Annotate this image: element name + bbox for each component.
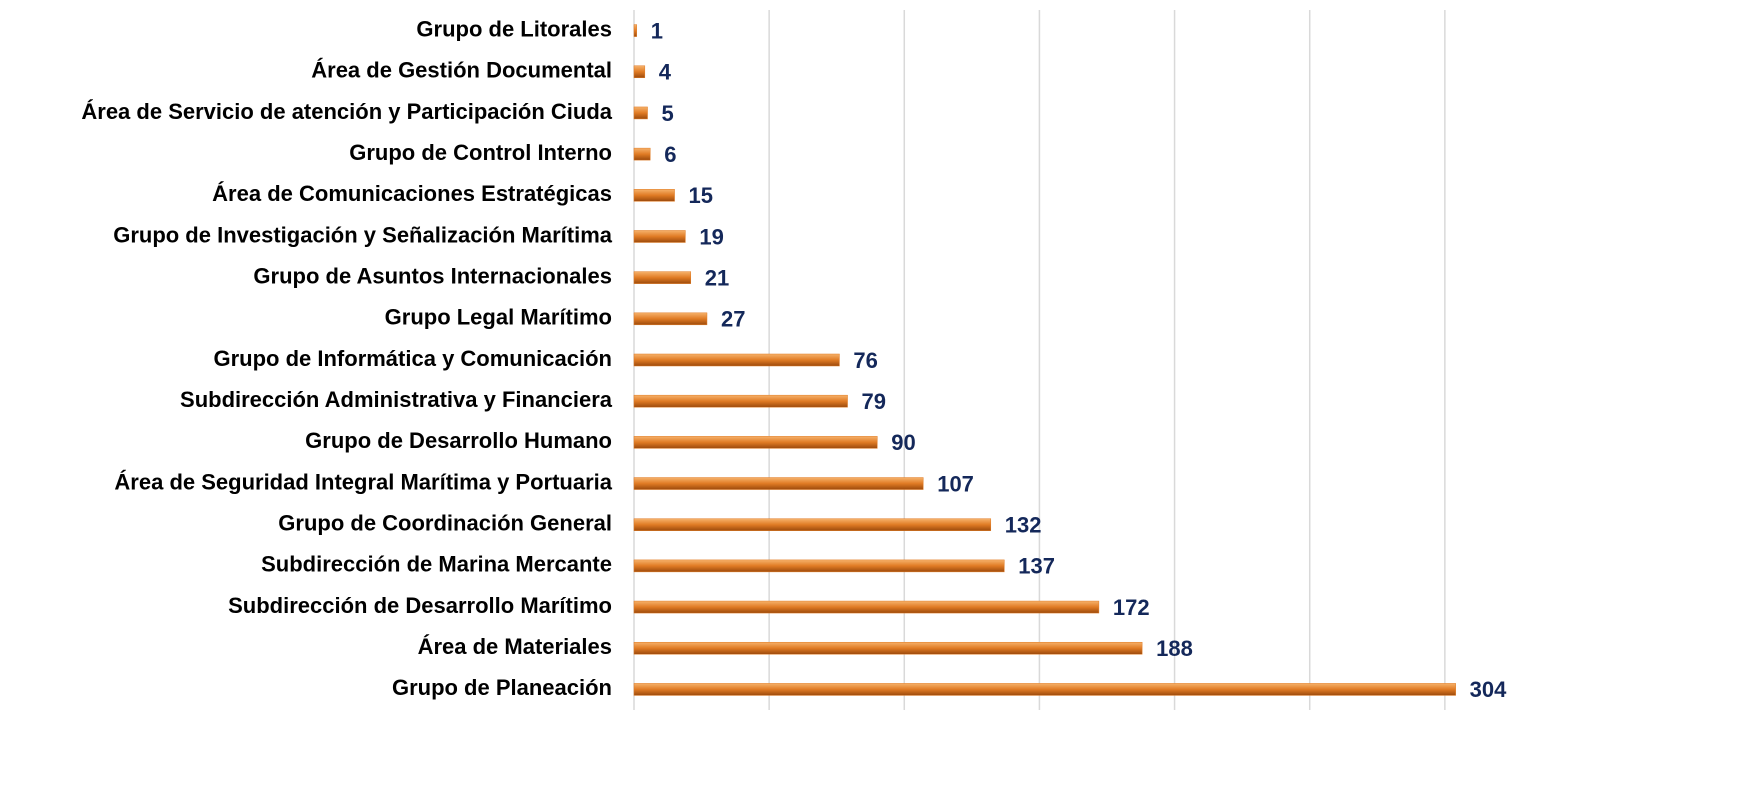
category-label: Grupo de Control Interno — [349, 140, 612, 165]
category-label: Subdirección de Marina Mercante — [261, 552, 612, 577]
bar — [633, 271, 692, 284]
value-label: 132 — [1005, 513, 1042, 538]
category-label: Grupo de Litorales — [416, 16, 612, 41]
category-label: Área de Servicio de atención y Participa… — [81, 99, 612, 124]
value-label: 6 — [664, 142, 676, 167]
category-label: Área de Materiales — [418, 634, 612, 659]
value-label: 1 — [651, 18, 663, 43]
value-label: 79 — [862, 389, 886, 414]
value-label: 107 — [937, 471, 974, 496]
category-label: Área de Gestión Documental — [311, 58, 612, 83]
category-label: Grupo de Asuntos Internacionales — [253, 263, 612, 288]
bar — [633, 641, 1143, 655]
category-label: Grupo de Planeación — [392, 675, 612, 700]
bar — [633, 600, 1100, 614]
category-label: Grupo Legal Marítimo — [385, 305, 612, 330]
category-label: Grupo de Informática y Comunicación — [213, 346, 612, 371]
value-label: 27 — [721, 307, 745, 332]
bar — [633, 312, 708, 326]
value-label: 15 — [689, 183, 713, 208]
bar — [633, 559, 1005, 573]
value-label: 19 — [699, 224, 723, 249]
bar — [633, 24, 637, 37]
category-label: Grupo de Investigación y Señalización Ma… — [113, 222, 613, 247]
value-label: 21 — [705, 265, 729, 290]
bar — [633, 230, 686, 243]
value-label: 4 — [659, 60, 672, 85]
category-label: Grupo de Desarrollo Humano — [305, 428, 612, 453]
value-label: 76 — [853, 348, 877, 373]
category-label: Subdirección de Desarrollo Marítimo — [228, 593, 612, 618]
bar — [633, 65, 646, 79]
value-label: 188 — [1156, 636, 1193, 661]
bar — [633, 683, 1456, 696]
category-label: Área de Seguridad Integral Marítima y Po… — [114, 469, 612, 494]
bar — [633, 518, 992, 531]
bar — [633, 436, 878, 449]
value-label: 90 — [891, 430, 915, 455]
bar — [633, 189, 675, 202]
bar — [633, 353, 840, 367]
bar — [633, 394, 848, 408]
category-label: Grupo de Coordinación General — [278, 511, 612, 536]
value-label: 5 — [662, 101, 674, 126]
bar — [633, 477, 924, 490]
value-label: 137 — [1018, 554, 1055, 579]
value-label: 172 — [1113, 595, 1150, 620]
category-label: Área de Comunicaciones Estratégicas — [212, 181, 612, 206]
category-label: Subdirección Administrativa y Financiera — [180, 387, 613, 412]
bar — [633, 147, 651, 161]
value-label: 304 — [1470, 677, 1507, 702]
bar — [633, 106, 648, 120]
